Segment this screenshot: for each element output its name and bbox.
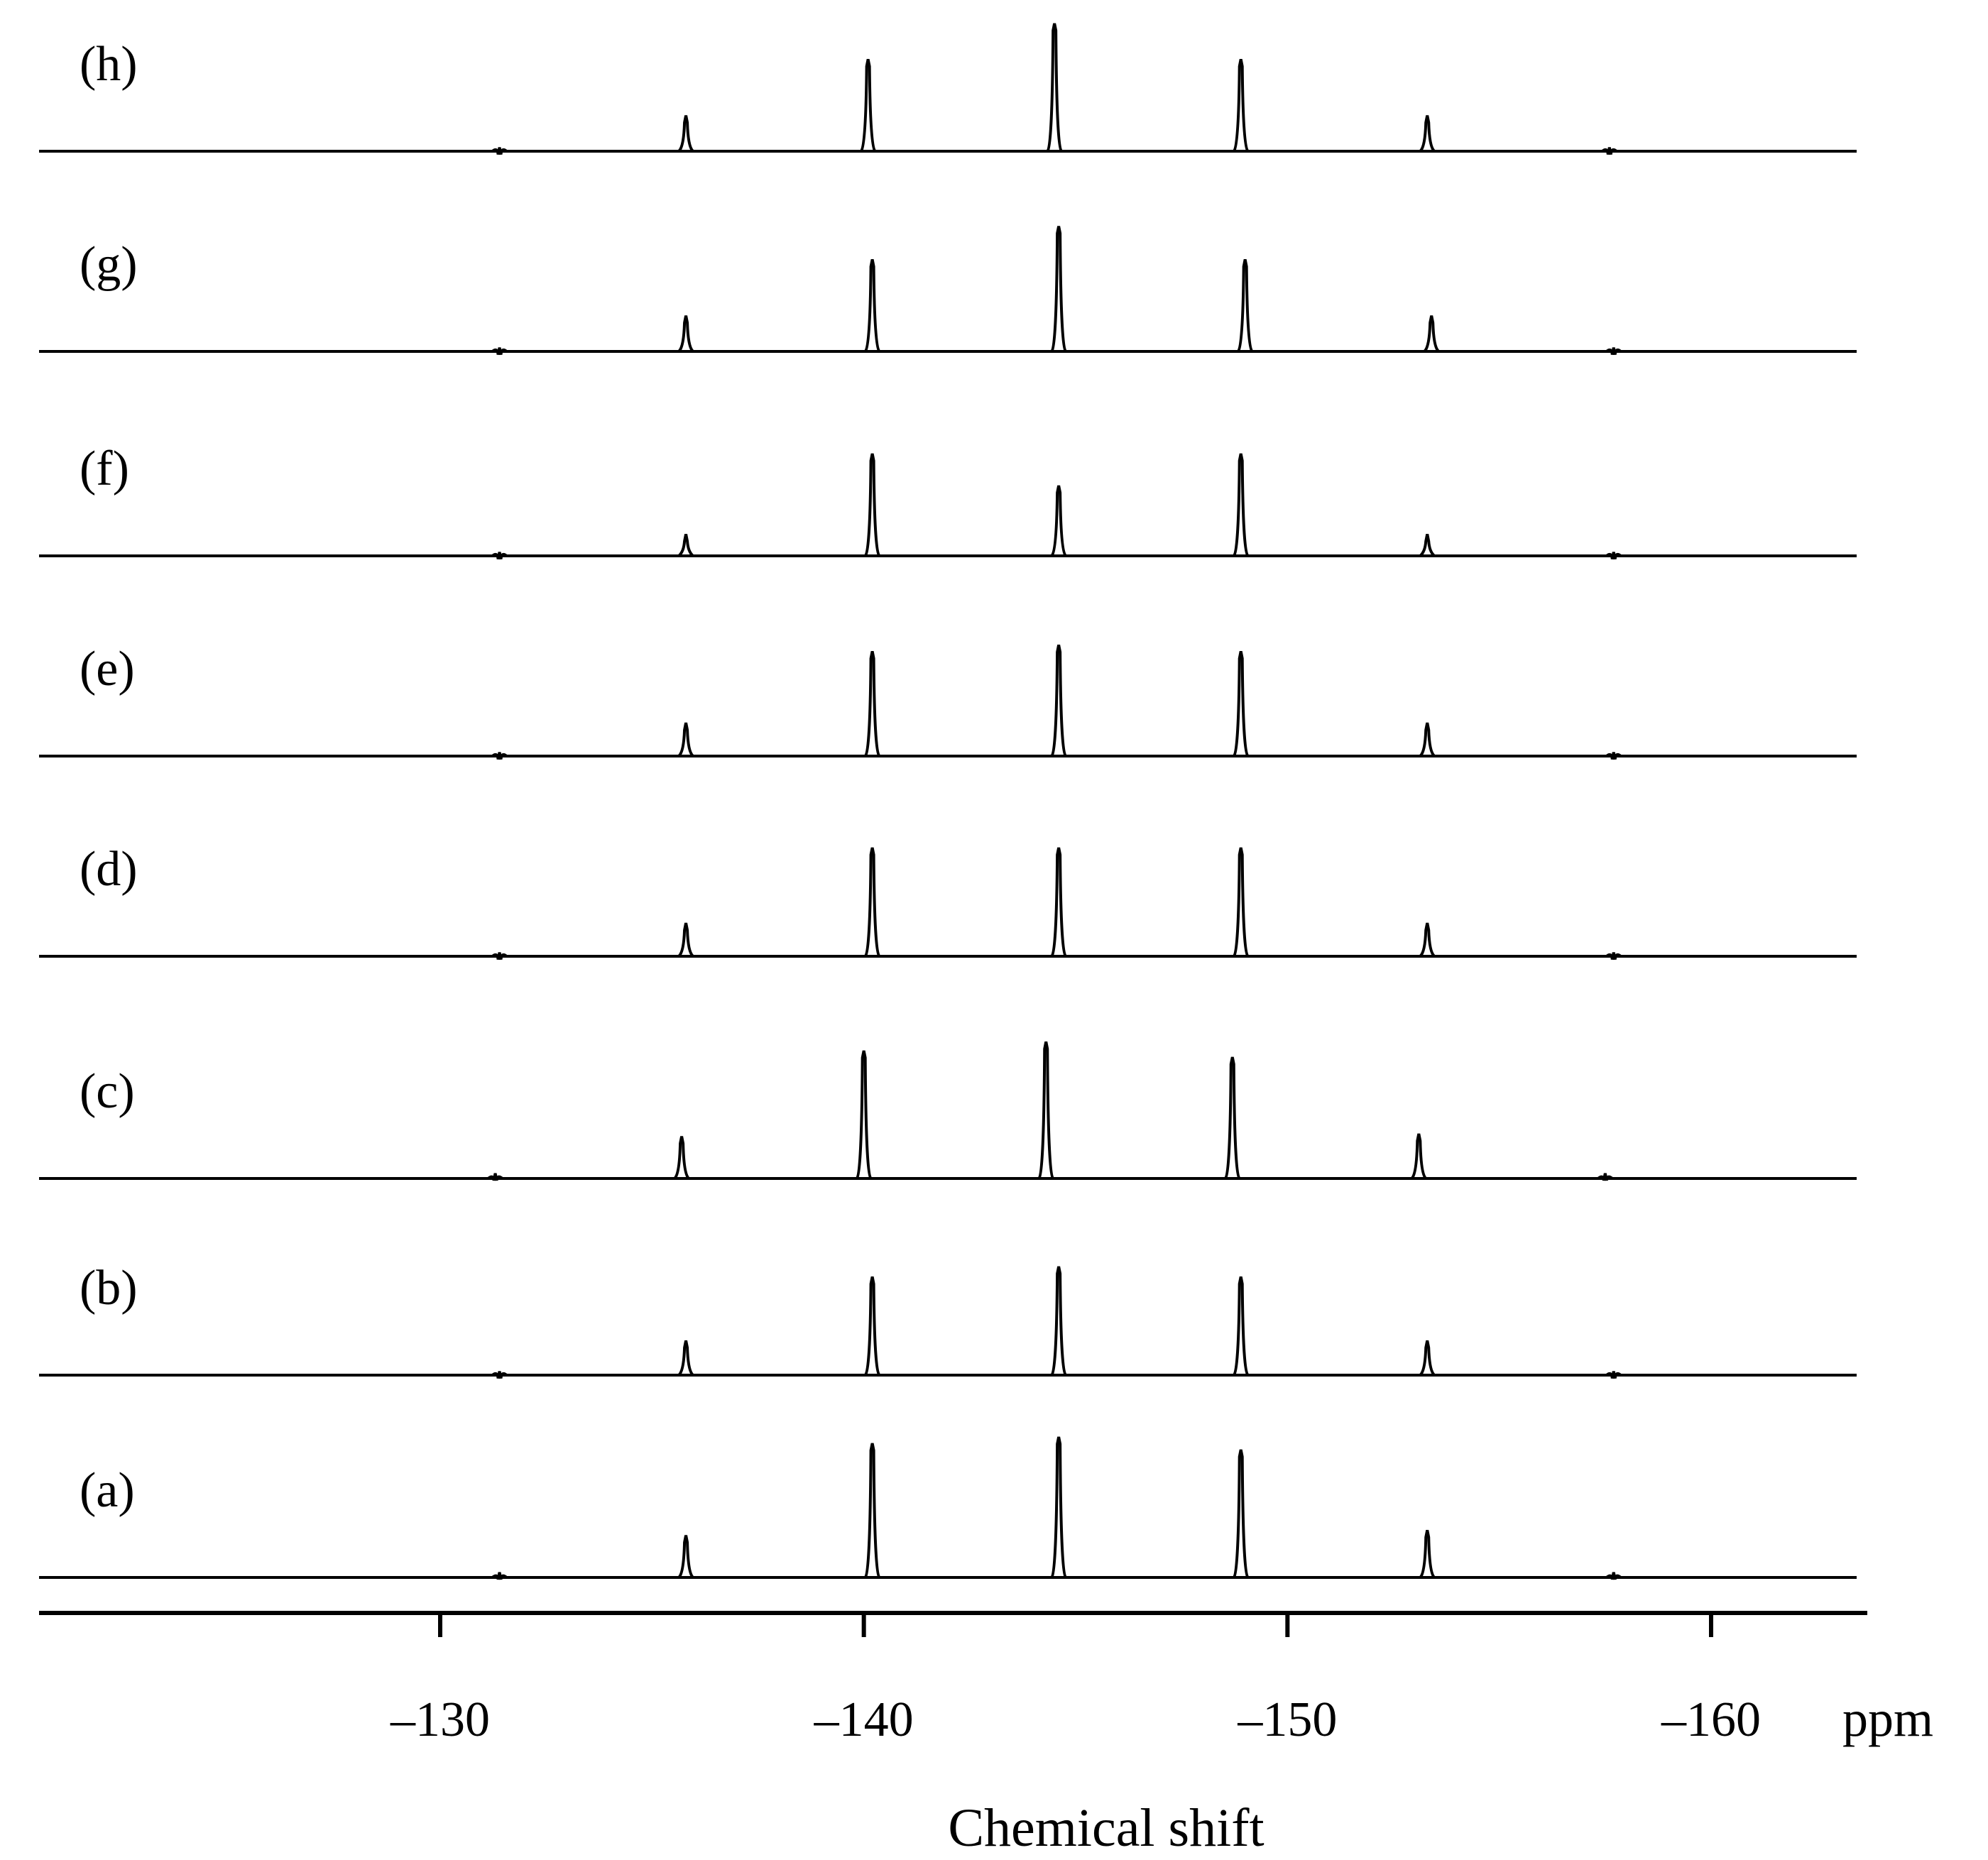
trace-label: (b) bbox=[80, 1261, 138, 1315]
spectrum-peak bbox=[677, 1535, 694, 1579]
spectrum-peak bbox=[1419, 1340, 1436, 1377]
spectrum-peak bbox=[1050, 1266, 1067, 1377]
spectrum-peak bbox=[673, 1136, 690, 1180]
spectrum-peak bbox=[1050, 226, 1067, 353]
trace-label: (f) bbox=[80, 442, 129, 496]
trace-label: (e) bbox=[80, 642, 135, 696]
spectrum-peak bbox=[863, 651, 881, 757]
spectrum-peak bbox=[677, 315, 694, 353]
spectrum-peak bbox=[1050, 645, 1067, 757]
spectrum-peak bbox=[1605, 552, 1622, 559]
spectrum-peak bbox=[1597, 1173, 1614, 1181]
spectrum-peak bbox=[1236, 259, 1254, 353]
spectrum-peak bbox=[1050, 847, 1067, 958]
spectrum-peak bbox=[491, 752, 508, 760]
spectrum-peak bbox=[1232, 1449, 1250, 1579]
trace-label: (h) bbox=[80, 37, 138, 92]
spectrum-peak bbox=[855, 1050, 873, 1180]
spectrum-peak bbox=[677, 722, 694, 757]
spectrum-peak bbox=[1419, 115, 1436, 153]
spectrum-peak bbox=[1233, 847, 1250, 958]
spectrum-peak bbox=[1605, 752, 1622, 760]
spectrum-peak bbox=[677, 1340, 694, 1377]
spectrum-peak bbox=[491, 1371, 508, 1379]
spectrum-peak bbox=[1423, 315, 1440, 353]
spectrum-peak bbox=[863, 1443, 881, 1579]
spectrum-trace: (f) bbox=[39, 442, 1857, 559]
spectrum-peak bbox=[1232, 651, 1250, 757]
spectrum-peak bbox=[1233, 1276, 1250, 1377]
spectrum-peak bbox=[1050, 485, 1067, 557]
spectrum-peak bbox=[1601, 147, 1618, 155]
spectrum-peak bbox=[491, 147, 508, 155]
spectrum-peak bbox=[491, 347, 508, 355]
spectrum-peak bbox=[1224, 1056, 1241, 1180]
spectrum-peak bbox=[491, 552, 508, 559]
x-tick-label: –130 bbox=[390, 1692, 490, 1747]
spectrum-peak bbox=[1233, 453, 1250, 557]
spectrum-trace: (d) bbox=[39, 842, 1857, 960]
spectrum-trace: (h) bbox=[39, 23, 1857, 155]
x-tick-label: –160 bbox=[1661, 1692, 1761, 1747]
spectrum-trace: (e) bbox=[39, 642, 1857, 760]
spectrum-peak bbox=[677, 922, 694, 958]
trace-label: (c) bbox=[80, 1064, 135, 1119]
x-axis: –130 –140 –150 –160 ppm Chemical shift bbox=[39, 1611, 1933, 1858]
spectrum-peak bbox=[487, 1173, 503, 1181]
spectrum-peak bbox=[1419, 722, 1436, 757]
spectrum-trace: (g) bbox=[39, 226, 1857, 355]
spectrum-peak bbox=[1046, 23, 1063, 153]
spectrum-peak bbox=[491, 952, 508, 960]
x-tick-label: –140 bbox=[814, 1692, 914, 1747]
spectrum-peak bbox=[859, 59, 877, 153]
spectrum-peak bbox=[863, 259, 881, 353]
x-axis-unit-label: ppm bbox=[1842, 1690, 1933, 1747]
trace-label: (d) bbox=[80, 842, 138, 897]
spectrum-peak bbox=[677, 534, 694, 557]
spectrum-trace: (c) bbox=[39, 1041, 1857, 1181]
spectrum-trace: (a) bbox=[39, 1436, 1857, 1580]
x-axis-ticks: –130 –140 –150 –160 bbox=[390, 1613, 1761, 1747]
x-tick-label: –150 bbox=[1237, 1692, 1337, 1747]
x-axis-title: Chemical shift bbox=[948, 1798, 1264, 1858]
spectrum-peak bbox=[1605, 952, 1622, 960]
spectrum-peak bbox=[1037, 1041, 1054, 1180]
spectrum-peak bbox=[491, 1572, 508, 1580]
spectrum-peak bbox=[1419, 1530, 1436, 1579]
trace-label: (a) bbox=[80, 1463, 135, 1518]
spectrum-peak bbox=[863, 453, 881, 557]
spectrum-peak bbox=[1419, 922, 1436, 958]
spectrum-peak bbox=[1605, 347, 1622, 355]
spectrum-peak bbox=[863, 847, 881, 958]
spectrum-peak bbox=[1605, 1572, 1622, 1580]
spectrum-peak bbox=[863, 1276, 881, 1377]
spectrum-peak bbox=[1419, 534, 1436, 557]
trace-label: (g) bbox=[80, 237, 138, 292]
spectra-traces: (h) (g) (f) (e) (d) (c) (b) (a) bbox=[39, 23, 1857, 1580]
spectrum-peak bbox=[1410, 1133, 1427, 1180]
spectrum-peak bbox=[677, 115, 694, 153]
spectrum-peak bbox=[1605, 1371, 1622, 1379]
spectrum-trace: (b) bbox=[39, 1261, 1857, 1379]
spectrum-peak bbox=[1050, 1436, 1067, 1579]
spectrum-peak bbox=[1233, 59, 1250, 153]
